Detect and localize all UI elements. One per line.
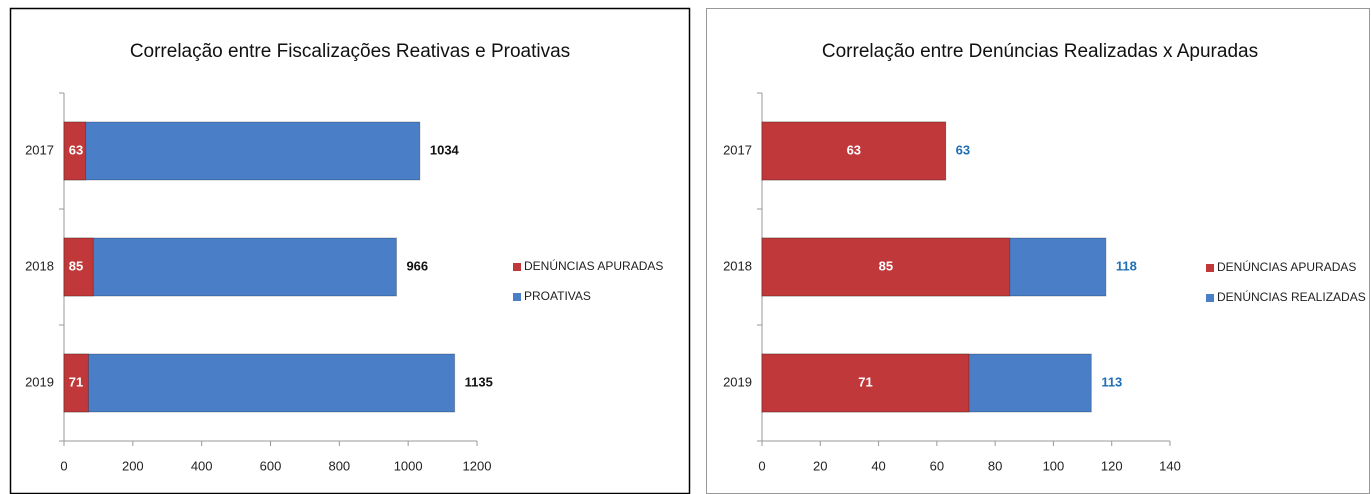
- legend-label: DENÚNCIAS REALIZADAS: [1217, 289, 1366, 304]
- value-label: 71: [69, 374, 83, 389]
- x-tick-label: 60: [930, 458, 944, 473]
- x-tick-label: 600: [260, 458, 282, 473]
- x-tick-label: 40: [871, 458, 885, 473]
- bar: [63, 353, 89, 413]
- legend-swatch: [513, 263, 521, 271]
- legend-swatch: [1206, 294, 1214, 302]
- chart-title: Correlação entre Denúncias Realizadas x …: [822, 41, 1258, 62]
- value-label: 113: [1101, 374, 1122, 389]
- value-label: 118: [1116, 258, 1137, 273]
- bar: [63, 353, 456, 413]
- value-label: 63: [69, 142, 83, 157]
- x-tick-label: 20: [813, 458, 827, 473]
- x-tick-label: 100: [1043, 458, 1065, 473]
- bar: [761, 237, 1011, 297]
- legend-swatch: [513, 293, 521, 301]
- bar: [761, 353, 970, 413]
- value-label: 85: [69, 258, 83, 273]
- y-tick-label: 2019: [25, 374, 54, 389]
- y-tick-label: 2019: [723, 374, 752, 389]
- value-label: 71: [858, 374, 872, 389]
- x-tick-label: 1000: [394, 458, 423, 473]
- x-tick-label: 120: [1101, 458, 1123, 473]
- bar: [63, 237, 94, 297]
- value-label: 1135: [465, 374, 493, 389]
- y-tick-label: 2018: [723, 258, 752, 273]
- x-tick-label: 80: [988, 458, 1002, 473]
- value-label: 63: [956, 142, 970, 157]
- y-tick-label: 2017: [723, 142, 752, 157]
- bar: [63, 121, 87, 181]
- value-label: 966: [406, 258, 428, 273]
- x-tick-label: 0: [758, 458, 765, 473]
- y-tick-label: 2018: [25, 258, 54, 273]
- value-label: 63: [847, 142, 861, 157]
- value-label: 1034: [430, 142, 460, 157]
- bar: [63, 237, 397, 297]
- x-tick-label: 1200: [463, 458, 492, 473]
- legend-swatch: [1206, 264, 1214, 272]
- x-tick-label: 400: [191, 458, 213, 473]
- x-tick-label: 800: [328, 458, 350, 473]
- legend-label: DENÚNCIAS APURADAS: [524, 258, 663, 273]
- x-tick-label: 200: [122, 458, 144, 473]
- y-tick-label: 2017: [25, 142, 54, 157]
- bar: [761, 121, 947, 181]
- value-label: 85: [879, 258, 893, 273]
- x-tick-label: 0: [60, 458, 67, 473]
- chart-title: Correlação entre Fiscalizações Reativas …: [130, 41, 570, 62]
- legend-label: DENÚNCIAS APURADAS: [1217, 259, 1356, 274]
- legend-label: PROATIVAS: [524, 289, 591, 303]
- x-tick-label: 140: [1159, 458, 1181, 473]
- bar: [63, 121, 421, 181]
